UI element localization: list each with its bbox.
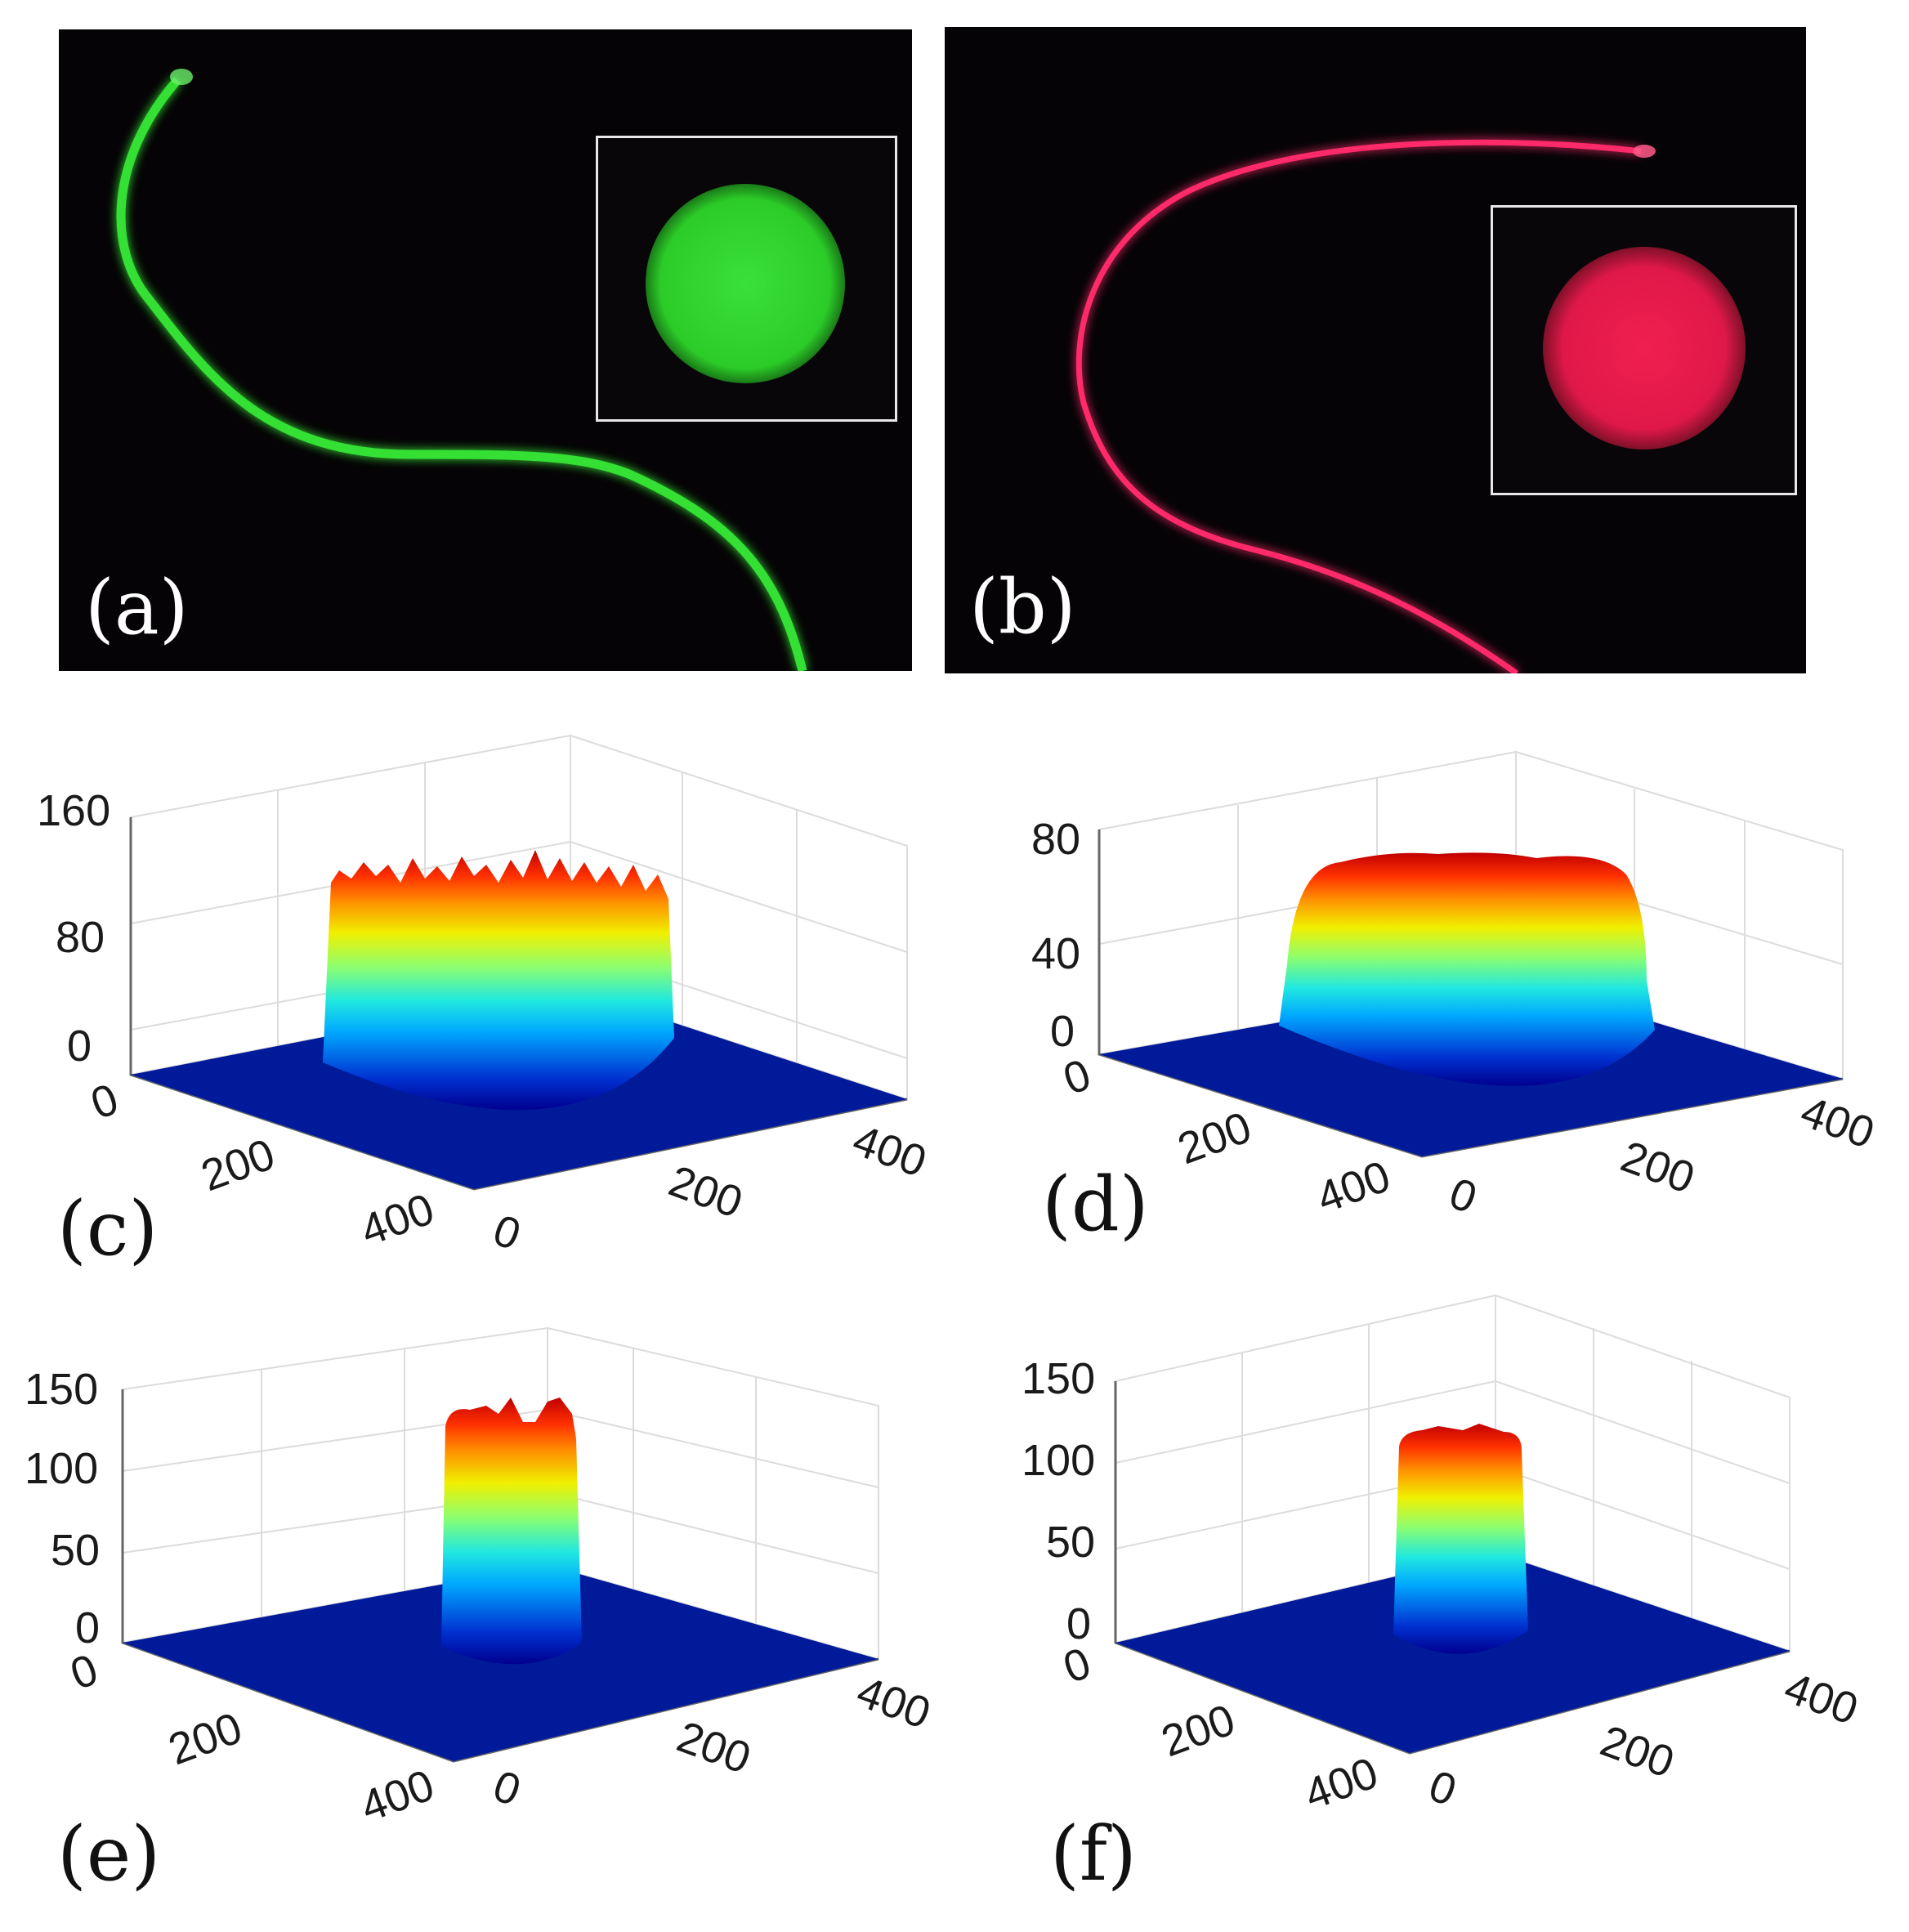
f-y-tick-1: 200 <box>1594 1716 1680 1787</box>
surface-plot-d: 80 40 0 0 200 400 0 200 400 (d) <box>1031 750 1880 1248</box>
fiber-green-drawing <box>116 69 807 671</box>
fiber-tip-red <box>1633 145 1656 158</box>
inset-spot-a <box>596 136 897 422</box>
f-y-tick-0: 0 <box>1423 1761 1463 1816</box>
d-y-tick-0: 0 <box>1443 1169 1483 1223</box>
surface-e <box>441 1398 582 1665</box>
f-x-tick-2: 400 <box>1299 1748 1384 1819</box>
spot-green <box>646 184 845 383</box>
e-z-tick-1: 100 <box>25 1444 98 1493</box>
c-z-tick-2: 0 <box>67 1022 92 1071</box>
c-y-tick-1: 200 <box>663 1156 749 1228</box>
d-x-tick-1: 200 <box>1172 1102 1258 1174</box>
spot-red <box>1543 247 1746 449</box>
f-z-tick-1: 100 <box>1022 1436 1095 1485</box>
surface-d <box>1279 852 1655 1086</box>
fiber-green <box>116 77 807 671</box>
d-x-tick-2: 400 <box>1311 1152 1397 1223</box>
f-z-tick-3: 0 <box>1066 1599 1091 1648</box>
d-z-tick-1: 40 <box>1031 929 1080 978</box>
d-z-tick-0: 80 <box>1031 815 1080 864</box>
f-y-tick-2: 400 <box>1778 1663 1864 1734</box>
surface-c <box>323 850 674 1111</box>
c-y-tick-2: 400 <box>847 1116 932 1187</box>
surface-plot-e: 150 100 50 0 0 200 400 0 200 400 (e) <box>25 1326 937 1898</box>
e-y-tick-2: 400 <box>851 1667 937 1738</box>
c-z-tick-0: 160 <box>37 786 110 835</box>
d-x-tick-0: 0 <box>1057 1050 1098 1105</box>
e-x-tick-1: 200 <box>163 1703 248 1774</box>
spot-b-drawing <box>1543 247 1746 449</box>
panel-label-f: (f) <box>1050 1810 1137 1898</box>
surface-plot-c: 160 80 0 0 200 400 0 200 400 (c) <box>37 734 932 1272</box>
f-z-tick-0: 150 <box>1022 1354 1095 1403</box>
photo-panel-a: (a) <box>59 29 912 671</box>
fiber-red-drawing <box>1075 139 1656 673</box>
e-z-tick-3: 0 <box>75 1603 100 1652</box>
e-z-tick-2: 50 <box>51 1526 100 1575</box>
photo-panel-b: (b) <box>945 27 1806 673</box>
f-z-tick-2: 50 <box>1046 1518 1095 1567</box>
e-x-tick-2: 400 <box>355 1760 440 1831</box>
panel-label-d: (d) <box>1042 1161 1149 1248</box>
panel-label-b: (b) <box>969 563 1076 651</box>
surface-f <box>1393 1424 1528 1654</box>
c-z-tick-1: 80 <box>56 913 105 962</box>
c-x-tick-2: 400 <box>355 1184 440 1255</box>
d-y-tick-2: 400 <box>1795 1087 1880 1158</box>
e-y-tick-1: 200 <box>671 1712 757 1783</box>
d-y-tick-1: 200 <box>1615 1132 1701 1203</box>
e-y-tick-0: 0 <box>487 1761 527 1816</box>
f-x-tick-1: 200 <box>1156 1695 1241 1766</box>
d-z-tick-2: 0 <box>1050 1007 1075 1056</box>
c-x-tick-0: 0 <box>85 1075 125 1129</box>
spot-a-drawing <box>646 184 845 383</box>
c-y-tick-0: 0 <box>487 1205 527 1260</box>
c-x-tick-1: 200 <box>195 1129 281 1201</box>
panel-label-e: (e) <box>57 1810 160 1898</box>
inset-spot-b <box>1491 205 1797 495</box>
surface-plot-f: 150 100 50 0 0 200 400 0 200 400 (f) <box>1022 1294 1864 1898</box>
e-x-tick-0: 0 <box>65 1645 105 1700</box>
panel-label-a: (a) <box>85 564 189 651</box>
fiber-red <box>1075 139 1642 673</box>
e-z-tick-0: 150 <box>25 1365 98 1414</box>
panel-label-c: (c) <box>57 1185 158 1272</box>
fiber-tip-green <box>170 69 193 85</box>
